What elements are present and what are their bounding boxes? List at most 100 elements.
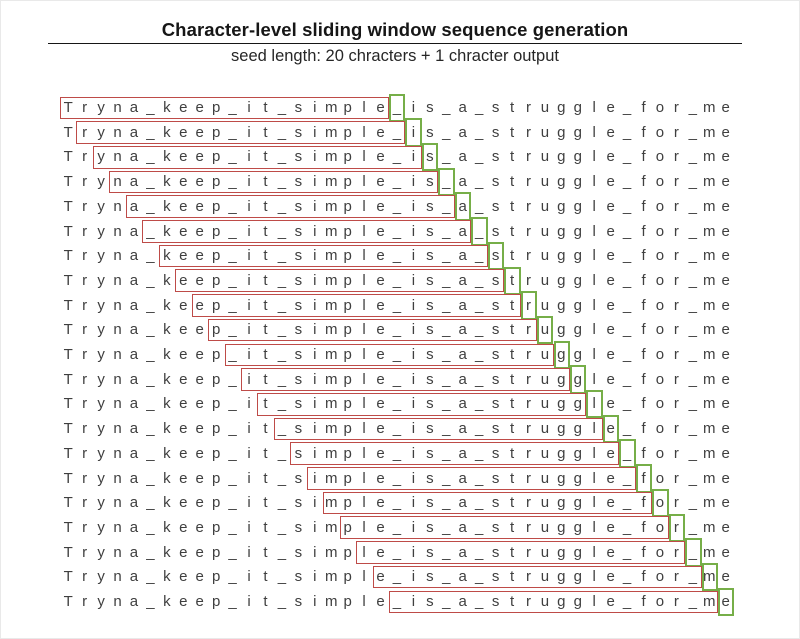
char-cell: p (343, 370, 352, 388)
char-cell: s (491, 123, 500, 141)
char-cell: g (557, 346, 566, 363)
char-cell: e (179, 593, 188, 610)
char-cell: p (343, 420, 352, 438)
char-cell: o (655, 346, 665, 363)
char-cell: _ (277, 222, 287, 240)
char-cell: t (263, 271, 268, 289)
char-cell: _ (146, 296, 155, 314)
char-cell: s (491, 222, 500, 240)
char-cell: r (82, 568, 88, 586)
char-cell: m (324, 148, 338, 166)
char-cell: T (63, 148, 73, 166)
char-cell: r (525, 346, 531, 363)
char-cell: r (525, 173, 531, 191)
char-cell: l (592, 346, 596, 363)
char-cell: t (263, 420, 268, 438)
char-cell: l (592, 123, 596, 141)
char-cell: _ (474, 370, 484, 388)
char-cell: i (313, 271, 317, 289)
char-cell: g (573, 370, 582, 388)
char-cell: u (540, 395, 550, 413)
char-cell: _ (688, 370, 698, 388)
char-cell: a (458, 296, 467, 314)
char-cell: i (313, 370, 317, 388)
char-cell: _ (146, 148, 155, 166)
char-cell: a (458, 370, 467, 388)
char-cell: i (313, 99, 317, 116)
char-cell: i (313, 148, 317, 166)
char-cell: _ (392, 197, 402, 215)
char-cell: k (163, 247, 171, 265)
char-cell: _ (442, 148, 451, 166)
char-cell: i (247, 296, 251, 314)
char-cell: _ (146, 271, 155, 289)
char-cell: e (179, 123, 188, 141)
char-cell: _ (277, 197, 287, 215)
char-cell: t (263, 296, 268, 314)
char-cell: e (179, 296, 188, 314)
char-cell: s (491, 370, 500, 388)
char-cell: g (573, 197, 582, 215)
char-cell: m (324, 543, 338, 561)
char-cell: s (491, 494, 500, 512)
char-cell: g (557, 593, 566, 610)
char-cell: l (362, 99, 366, 116)
char-cell: _ (622, 271, 632, 289)
char-cell: o (655, 99, 665, 116)
char-cell: _ (146, 395, 155, 413)
char-cell: i (411, 469, 416, 487)
char-cell: s (294, 420, 303, 438)
char-cell: _ (277, 543, 287, 561)
char-cell: p (343, 123, 352, 141)
char-cell: _ (146, 321, 155, 339)
char-cell: _ (622, 247, 632, 265)
char-cell: l (592, 568, 596, 586)
char-cell: i (247, 518, 251, 536)
char-cell: e (179, 395, 188, 413)
char-cell: e (179, 568, 188, 586)
char-cell: s (491, 444, 500, 462)
char-cell: i (313, 346, 317, 363)
char-cell: _ (442, 469, 451, 487)
char-cell: r (673, 518, 679, 536)
char-cell: _ (228, 99, 237, 116)
char-cell: a (129, 568, 139, 586)
char-cell: a (129, 321, 139, 339)
char-cell: r (673, 420, 679, 438)
char-cell: _ (474, 271, 484, 289)
char-cell: g (573, 99, 582, 116)
char-cell: l (362, 518, 366, 536)
char-cell: g (557, 469, 566, 487)
char-cell: o (655, 593, 665, 610)
char-cell: T (63, 197, 73, 215)
char-cell: p (211, 271, 221, 289)
char-cell: _ (442, 222, 451, 240)
char-cell: k (163, 370, 171, 388)
char-cell: r (525, 247, 531, 265)
char-cell: T (63, 271, 73, 289)
char-cell: a (458, 197, 467, 215)
char-cell: e (195, 271, 204, 289)
char-cell: _ (474, 99, 484, 116)
char-cell: g (557, 321, 566, 339)
char-cell: r (82, 222, 88, 240)
char-cell: _ (392, 543, 402, 561)
char-cell: y (97, 173, 105, 191)
char-cell: s (426, 173, 434, 191)
char-cell: _ (622, 197, 632, 215)
char-cell: r (673, 296, 679, 314)
char-cell: g (557, 222, 566, 240)
char-cell: e (721, 420, 730, 438)
char-cell: g (573, 518, 582, 536)
char-cell: s (426, 444, 434, 462)
char-cell: e (721, 568, 730, 586)
char-cell: r (673, 222, 679, 240)
char-cell: a (129, 444, 139, 462)
char-cell: a (458, 222, 467, 240)
char-cell: r (82, 593, 88, 610)
